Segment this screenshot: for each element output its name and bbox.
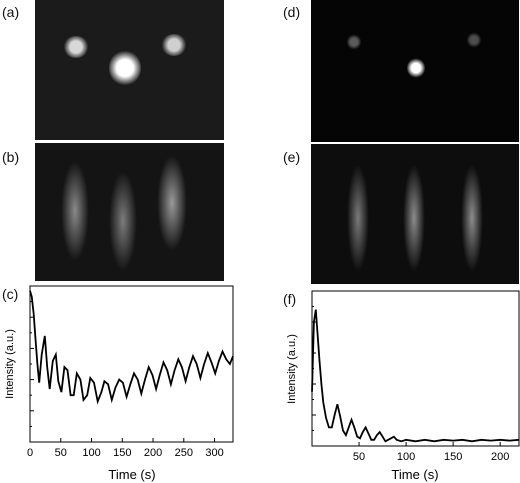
diffraction-streak: [157, 155, 187, 251]
panel-label-e: (e): [283, 149, 301, 165]
x-tick-label: 100: [82, 447, 100, 459]
diffraction-spot: [407, 58, 425, 78]
y-axis-label: Intensity (a.u.): [286, 334, 298, 404]
x-tick-label: 0: [27, 447, 33, 459]
x-tick-label: 150: [444, 451, 462, 463]
intensity-chart-c: 0 50 100 150 200 250 300 Time (s) Intensity (a…: [4, 285, 234, 482]
diffraction-streak: [461, 164, 483, 272]
x-tick-label: 100: [397, 451, 415, 463]
x-axis-label: Time (s): [108, 467, 155, 482]
intensity-series: [311, 309, 520, 443]
x-tick-label: 200: [491, 451, 509, 463]
diffraction-spot: [467, 32, 481, 48]
intensity-chart-f: 50 100 150 200 Time (s) Intensity (a.u.): [286, 290, 520, 482]
rheed-image-e: [311, 144, 519, 284]
plot-frame: [311, 290, 520, 447]
panel-label-d: (d): [283, 4, 301, 20]
x-tick-label: 50: [55, 447, 67, 459]
x-tick-label: 200: [144, 447, 162, 459]
diffraction-streak: [403, 164, 425, 272]
y-axis-label: Intensity (a.u.): [4, 329, 16, 399]
diffraction-spot: [347, 34, 361, 50]
x-tick-label: 50: [353, 451, 365, 463]
x-tick-label: 150: [113, 447, 131, 459]
plot-frame: [29, 285, 234, 443]
rheed-image-d: [311, 0, 519, 142]
x-tick-label: 300: [205, 447, 223, 459]
diffraction-spot: [63, 36, 89, 58]
diffraction-streak: [109, 171, 137, 271]
diffraction-spot: [161, 34, 187, 56]
rheed-image-b: [35, 143, 224, 281]
x-axis-label: Time (s): [391, 467, 438, 482]
intensity-series: [29, 290, 234, 405]
rheed-image-a: [35, 0, 224, 140]
x-tick-label: 250: [175, 447, 193, 459]
panel-label-f: (f): [283, 291, 297, 307]
diffraction-spot: [109, 50, 141, 86]
diffraction-streak: [61, 161, 89, 261]
panel-label-b: (b): [2, 149, 20, 165]
panel-label-a: (a): [2, 4, 20, 20]
diffraction-streak: [347, 164, 369, 272]
panel-label-c: (c): [2, 286, 19, 302]
